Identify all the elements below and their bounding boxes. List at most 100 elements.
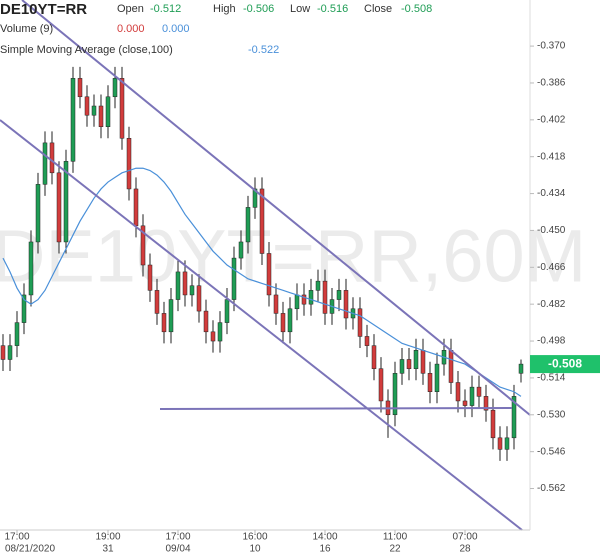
candle-body (56, 172, 62, 243)
trend-line (159, 407, 513, 410)
last-price-label: -0.508 (548, 356, 582, 370)
chart-title: DE10YT=RR (0, 1, 87, 18)
candle-body (217, 322, 223, 342)
x-tick-label: 14:00 (312, 532, 337, 543)
candle-body (203, 310, 209, 333)
candle-body (399, 359, 405, 374)
y-tick-label: -0.418 (537, 151, 566, 162)
y-tick-label: -0.466 (537, 262, 566, 273)
candle-body (84, 96, 90, 116)
candle-body (462, 400, 468, 406)
candle-body (322, 280, 328, 314)
y-tick-label: -0.482 (537, 299, 566, 310)
sma-line (2, 167, 522, 397)
x-tick-date: 22 (389, 544, 401, 555)
candle-body (35, 184, 41, 243)
candle-body (210, 331, 216, 342)
candle-body (343, 290, 349, 319)
candle-body (182, 271, 188, 296)
candle-body (308, 290, 314, 305)
candle-body (483, 396, 489, 411)
candle-body (420, 350, 426, 374)
candle-body (294, 294, 300, 310)
candle-body (490, 409, 496, 439)
candle-body (273, 294, 279, 314)
candle-body (287, 308, 293, 333)
y-tick-label: -0.530 (537, 409, 566, 420)
ohlc-value: -0.516 (317, 3, 348, 15)
candle-body (406, 359, 412, 369)
x-tick-date: 28 (459, 544, 471, 555)
y-tick-label: -0.434 (537, 188, 566, 199)
volume-value: 0.000 (162, 23, 190, 35)
candle-body (0, 345, 6, 360)
y-tick-label: -0.386 (537, 78, 566, 89)
candle-body (315, 280, 321, 291)
candle-body (336, 290, 342, 300)
candle-body (63, 161, 69, 243)
sma-label: Simple Moving Average (close,100) (0, 44, 173, 56)
candle-body (112, 78, 118, 98)
candle-body (119, 78, 125, 139)
x-tick-label: 17:00 (165, 532, 190, 543)
candle-body (518, 363, 524, 374)
candle-body (175, 271, 181, 300)
candle-body (266, 253, 272, 296)
candle-body (28, 241, 34, 296)
ohlc-label: Open (117, 3, 144, 15)
volume-label: Volume (9) (0, 23, 53, 35)
candle-body (259, 188, 265, 254)
candle-body (231, 257, 237, 300)
x-tick-date: 10 (249, 544, 261, 555)
candle-body (504, 437, 510, 450)
candle-body (245, 207, 251, 243)
ohlc-label: Close (364, 3, 392, 15)
y-tick-label: -0.402 (537, 114, 566, 125)
candle-body (126, 138, 132, 190)
x-tick-label: 11:00 (383, 532, 408, 543)
candle-body (168, 299, 174, 333)
y-tick-label: -0.562 (537, 483, 566, 494)
candle-body (7, 345, 13, 360)
trend-lines (0, 0, 531, 531)
candle-body (238, 241, 244, 259)
x-tick-label: 16:00 (242, 532, 267, 543)
candle-body (161, 313, 167, 333)
ohlc-label: Low (290, 3, 310, 15)
y-tick-label: -0.370 (537, 41, 566, 52)
candle-body (455, 382, 461, 402)
x-tick-date: 16 (319, 544, 331, 555)
x-tick-label: 17:00 (4, 532, 29, 543)
candle-body (448, 350, 454, 383)
candle-body (371, 345, 377, 369)
x-tick-date: 31 (102, 544, 114, 555)
ohlc-value: -0.508 (401, 3, 432, 15)
x-tick-label: 19:00 (95, 532, 120, 543)
trend-line (0, 119, 523, 531)
candle-body (364, 336, 370, 346)
y-tick-label: -0.546 (537, 446, 566, 457)
candle-body (301, 294, 307, 305)
candle-body (224, 299, 230, 323)
candle-body (434, 363, 440, 392)
candle-body (49, 142, 55, 174)
x-tick-date: 09/04 (165, 544, 190, 555)
candle-body (511, 396, 517, 439)
candle-body (154, 290, 160, 314)
candle-body (98, 105, 104, 127)
candle-body (42, 142, 48, 185)
x-tick-label: 07:00 (452, 532, 477, 543)
ohlc-value: -0.512 (150, 3, 181, 15)
ohlc-label: High (213, 3, 236, 15)
candle-body (252, 188, 258, 208)
candle-body (91, 105, 97, 116)
y-tick-label: -0.450 (537, 225, 566, 236)
y-tick-label: -0.498 (537, 336, 566, 347)
candle-body (140, 225, 146, 266)
candle-body (413, 350, 419, 369)
candle-body (14, 322, 20, 346)
candle-body (378, 368, 384, 402)
candle-body (77, 78, 83, 98)
sma-value: -0.522 (248, 44, 279, 56)
